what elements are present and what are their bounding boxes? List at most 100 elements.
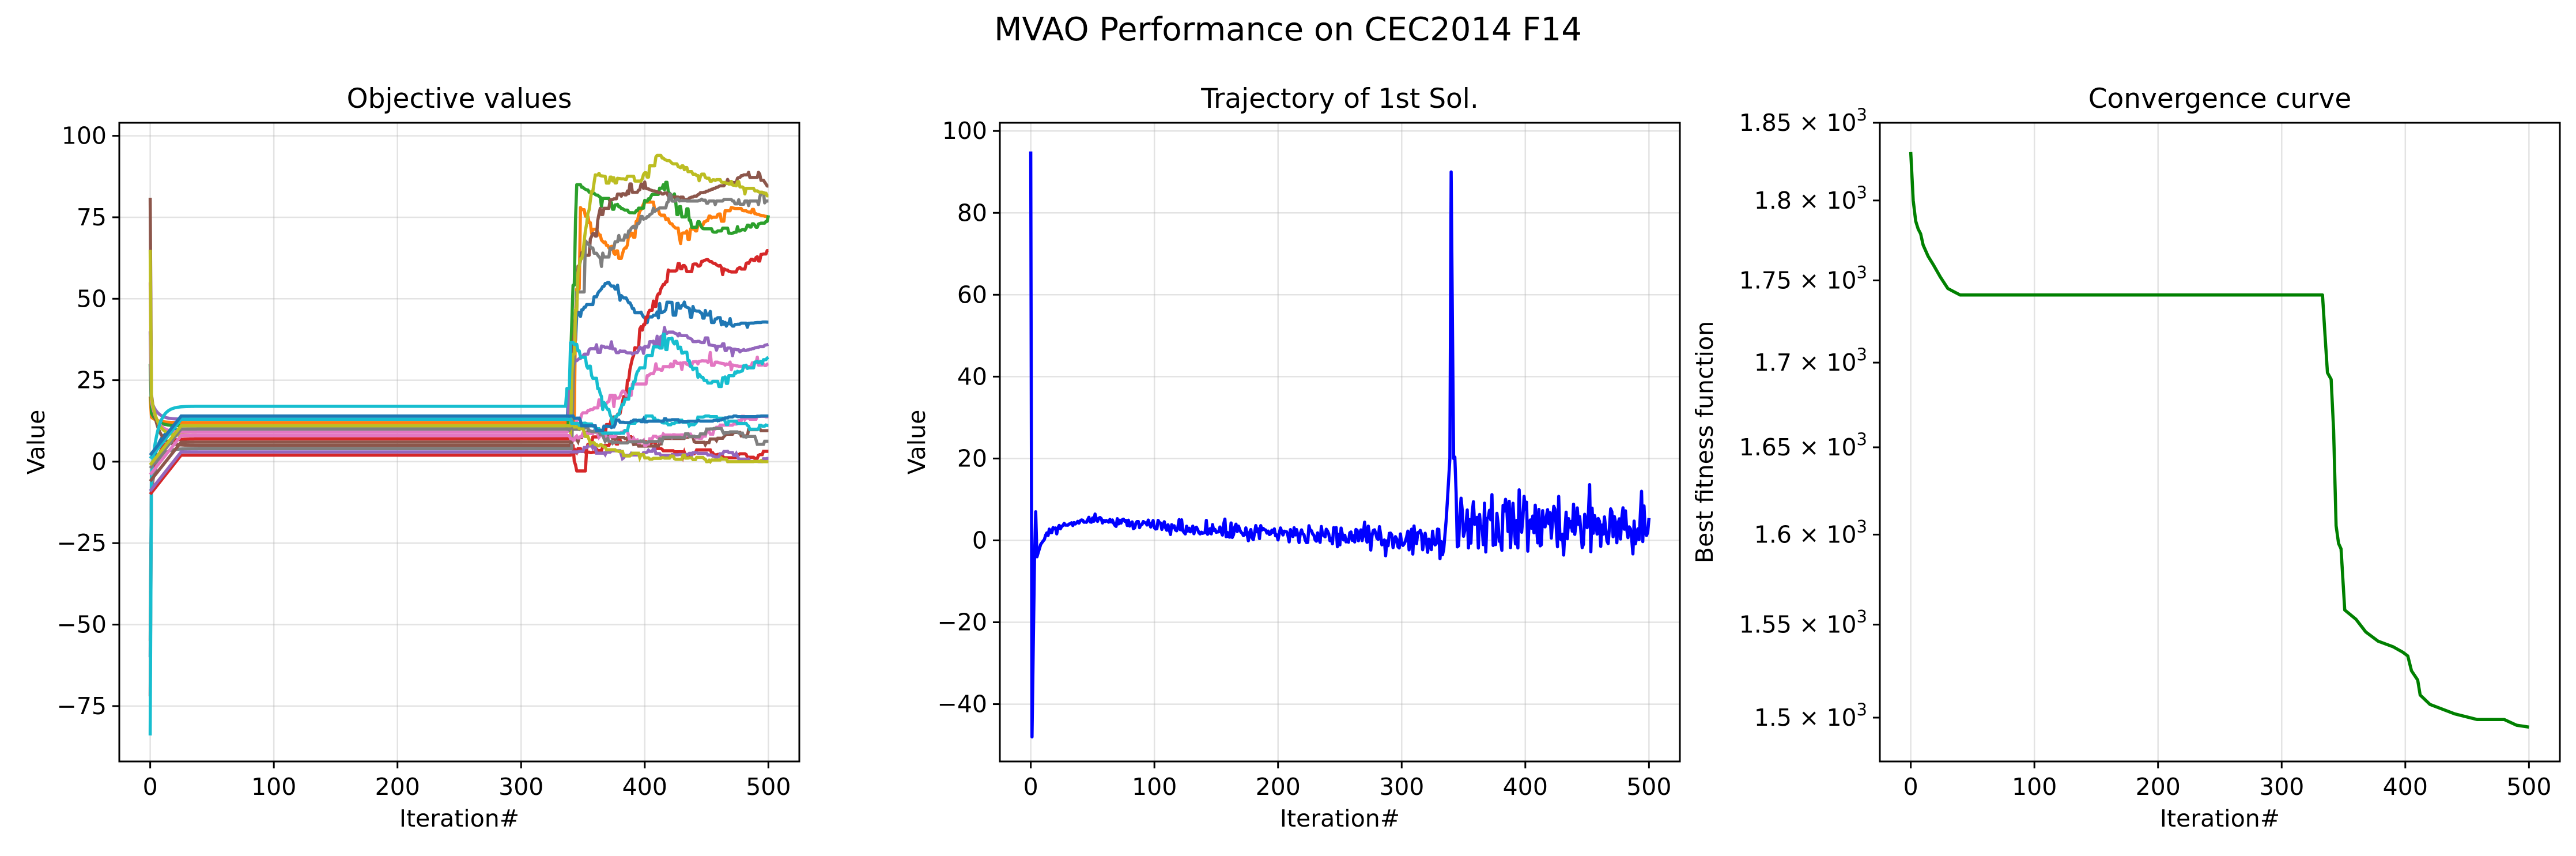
y-tick-label: 100 bbox=[942, 117, 987, 145]
y-tick-label: 1.8 × 103 bbox=[1754, 183, 1867, 214]
trajectory-line bbox=[1029, 151, 1651, 739]
y-tick-label: −25 bbox=[56, 529, 107, 557]
y-tick-label: 40 bbox=[957, 363, 987, 390]
y-tick-mantissa: 1.85 bbox=[1739, 109, 1792, 137]
x-tick-label: 300 bbox=[1379, 773, 1424, 801]
x-tick-label: 100 bbox=[1132, 773, 1177, 801]
y-tick-times: × bbox=[1792, 611, 1826, 639]
x-axis-label: Iteration# bbox=[1280, 805, 1400, 832]
plot-area bbox=[1029, 151, 1651, 739]
y-tick-exponent: 3 bbox=[1857, 516, 1867, 536]
axes-frame bbox=[1879, 122, 2561, 763]
y-tick-label: 60 bbox=[957, 281, 987, 308]
y-tick-label: 1.5 × 103 bbox=[1754, 700, 1867, 731]
axes-frame bbox=[999, 122, 1681, 763]
plot-area bbox=[1909, 152, 2529, 729]
y-tick-mantissa: 1.75 bbox=[1739, 266, 1792, 294]
y-tick-base: 10 bbox=[1826, 521, 1856, 548]
series-line bbox=[149, 414, 769, 457]
series-line bbox=[149, 423, 769, 466]
plot-area bbox=[148, 153, 770, 736]
panel-title: Convergence curve bbox=[2088, 83, 2352, 115]
x-axis-label: Iteration# bbox=[2160, 805, 2280, 832]
y-tick-base: 10 bbox=[1826, 349, 1856, 376]
x-tick-label: 400 bbox=[622, 773, 667, 801]
y-tick-mantissa: 1.5 bbox=[1754, 704, 1792, 731]
y-tick-exponent: 3 bbox=[1857, 607, 1867, 627]
y-tick-base: 10 bbox=[1826, 611, 1856, 639]
series-line bbox=[149, 442, 769, 492]
x-tick-label: 0 bbox=[1023, 773, 1038, 801]
series-line bbox=[149, 435, 769, 496]
y-tick-base: 10 bbox=[1826, 109, 1856, 137]
y-tick-exponent: 3 bbox=[1857, 345, 1867, 364]
x-tick-label: 400 bbox=[1503, 773, 1548, 801]
y-tick-times: × bbox=[1792, 109, 1826, 137]
y-tick-times: × bbox=[1792, 704, 1826, 731]
y-tick-label: 100 bbox=[62, 122, 107, 150]
y-tick-mantissa: 1.7 bbox=[1754, 349, 1792, 376]
x-tick-label: 200 bbox=[375, 773, 420, 801]
y-tick-base: 10 bbox=[1826, 187, 1856, 214]
y-axis-label: Value bbox=[903, 410, 931, 475]
y-tick-label: 1.7 × 103 bbox=[1754, 345, 1867, 376]
x-tick-label: 300 bbox=[2259, 773, 2304, 801]
y-tick-label: 0 bbox=[92, 448, 107, 476]
y-tick-label: −40 bbox=[937, 691, 987, 718]
y-tick-base: 10 bbox=[1826, 266, 1856, 294]
x-tick-label: 100 bbox=[251, 773, 296, 801]
x-tick-label: 0 bbox=[1903, 773, 1918, 801]
y-tick-label: 1.85 × 103 bbox=[1739, 105, 1867, 137]
y-tick-label: 50 bbox=[77, 285, 107, 312]
y-tick-mantissa: 1.6 bbox=[1754, 521, 1792, 548]
objective-values-panel: 0 100 200 300 400 500 −75 −50 −25 0 25 50 75 100 Objec… bbox=[22, 83, 800, 832]
y-axis-label: Value bbox=[22, 410, 50, 475]
x-tick-label: 500 bbox=[1626, 773, 1671, 801]
y-tick-label: 1.55 × 103 bbox=[1739, 607, 1867, 639]
x-axis-label: Iteration# bbox=[399, 805, 519, 832]
x-tick-label: 200 bbox=[1256, 773, 1301, 801]
series-line bbox=[148, 333, 769, 736]
panel-title: Trajectory of 1st Sol. bbox=[1200, 83, 1479, 115]
x-tick-label: 200 bbox=[2136, 773, 2181, 801]
series-line bbox=[148, 282, 769, 434]
y-tick-times: × bbox=[1792, 187, 1826, 214]
y-tick-label: 80 bbox=[957, 199, 987, 227]
figure-title: MVAO Performance on CEC2014 F14 bbox=[994, 11, 1582, 48]
x-tick-label: 400 bbox=[2383, 773, 2428, 801]
x-tick-label: 500 bbox=[746, 773, 791, 801]
y-tick-label: 75 bbox=[77, 203, 107, 231]
convergence-line bbox=[1909, 152, 2529, 729]
y-tick-base: 10 bbox=[1826, 433, 1856, 461]
y-tick-mantissa: 1.8 bbox=[1754, 187, 1792, 214]
series-line bbox=[149, 414, 769, 476]
y-tick-exponent: 3 bbox=[1857, 429, 1867, 449]
y-tick-times: × bbox=[1792, 433, 1826, 461]
y-tick-mantissa: 1.65 bbox=[1739, 433, 1792, 461]
x-tick-label: 0 bbox=[143, 773, 158, 801]
x-tick-label: 100 bbox=[2012, 773, 2057, 801]
x-tick-label: 500 bbox=[2506, 773, 2551, 801]
series-line bbox=[148, 281, 769, 658]
y-tick-label: 1.65 × 103 bbox=[1739, 429, 1867, 461]
y-tick-exponent: 3 bbox=[1857, 700, 1867, 719]
y-tick-label: 0 bbox=[972, 526, 987, 554]
series-line bbox=[148, 191, 769, 641]
y-tick-mantissa: 1.55 bbox=[1739, 611, 1792, 639]
y-tick-label: 20 bbox=[957, 444, 987, 472]
y-tick-label: 1.75 × 103 bbox=[1739, 262, 1867, 294]
series-line bbox=[149, 419, 769, 469]
trajectory-panel: 0 100 200 300 400 500 −40 −20 0 20 40 60 80 100 Trajec… bbox=[903, 83, 1681, 832]
y-tick-times: × bbox=[1792, 349, 1826, 376]
y-tick-exponent: 3 bbox=[1857, 183, 1867, 202]
y-tick-times: × bbox=[1792, 521, 1826, 548]
y-axis-label: Best fitness function bbox=[1691, 321, 1718, 563]
y-tick-label: −20 bbox=[937, 609, 987, 636]
y-tick-times: × bbox=[1792, 266, 1826, 294]
x-tick-label: 300 bbox=[498, 773, 543, 801]
y-tick-label: 1.6 × 103 bbox=[1754, 516, 1867, 548]
y-tick-label: −50 bbox=[56, 611, 107, 639]
series-line bbox=[148, 249, 769, 696]
panel-title: Objective values bbox=[347, 83, 572, 115]
